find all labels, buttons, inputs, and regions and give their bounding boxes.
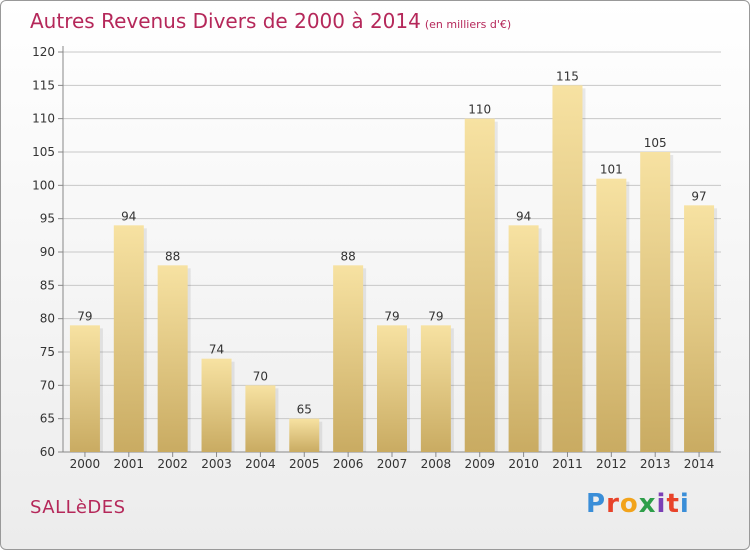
- y-tick-label: 100: [32, 178, 55, 192]
- x-tick-label: 2007: [377, 457, 408, 471]
- y-tick-label: 85: [40, 278, 55, 292]
- chart-subtitle: (en milliers d'€): [424, 18, 512, 31]
- bar-2000: [69, 325, 100, 452]
- place-name: SALLèDES: [30, 497, 126, 518]
- x-tick-label: 2006: [333, 457, 364, 471]
- y-tick-label: 120: [32, 45, 55, 59]
- bar-2009: [464, 118, 495, 453]
- bar-2002: [157, 265, 188, 452]
- bar-2003: [201, 358, 232, 452]
- y-tick-label: 90: [40, 245, 55, 259]
- x-tick-label: 2011: [552, 457, 583, 471]
- x-tick-label: 2005: [289, 457, 320, 471]
- bar-2010: [508, 225, 539, 452]
- x-tick-label: 2008: [421, 457, 452, 471]
- bar-2007: [377, 325, 407, 452]
- bar-2008: [420, 325, 451, 452]
- x-tick-label: 2014: [684, 457, 715, 471]
- data-label: 101: [600, 163, 623, 177]
- data-label: 88: [165, 249, 180, 263]
- x-tick-label: 2001: [114, 457, 145, 471]
- chart-title: Autres Revenus Divers de 2000 à 2014 (en …: [30, 9, 511, 33]
- x-tick-label: 2002: [157, 457, 188, 471]
- x-tick-label: 2012: [596, 457, 627, 471]
- brand-letter: x: [638, 489, 657, 519]
- y-tick-label: 95: [40, 212, 55, 226]
- bar-2001: [113, 225, 144, 452]
- brand-letter: r: [606, 489, 620, 519]
- y-tick-label: 65: [40, 412, 55, 426]
- data-label: 65: [297, 403, 312, 417]
- data-label: 79: [428, 309, 443, 323]
- data-label: 79: [384, 309, 399, 323]
- bar-2006: [333, 265, 364, 452]
- y-tick-label: 115: [32, 78, 55, 92]
- bar-2005: [289, 418, 320, 452]
- axes: 60 65 70 75 80 85 90 95 100 105 110 115 120 2000 2001 2…: [32, 45, 721, 471]
- brand-letter: i: [679, 489, 690, 519]
- x-tick-label: 2009: [464, 457, 495, 471]
- y-tick-label: 70: [40, 378, 55, 392]
- brand-letter: P: [586, 489, 607, 519]
- data-labels: 79 94 88 74 70 65 88 79 79 110 94 115 101 105 97: [77, 69, 706, 416]
- x-tick-label: 2013: [640, 457, 671, 471]
- x-tick-label: 2010: [508, 457, 539, 471]
- chart-title-text: Autres Revenus Divers de 2000 à 2014: [30, 9, 421, 33]
- bars: [69, 85, 718, 453]
- brand-logo: Proxiti: [586, 489, 690, 519]
- data-label: 79: [77, 309, 92, 323]
- bar-2011: [552, 85, 583, 452]
- data-label: 88: [340, 249, 355, 263]
- x-tick-label: 2004: [245, 457, 276, 471]
- brand-letter: t: [666, 489, 680, 519]
- data-label: 115: [556, 69, 579, 83]
- x-tick-label: 2000: [70, 457, 101, 471]
- brand-letter: i: [656, 489, 667, 519]
- data-label: 74: [209, 343, 224, 357]
- data-label: 94: [121, 209, 136, 223]
- brand-letter: o: [619, 489, 639, 519]
- y-tick-label: 75: [40, 345, 55, 359]
- data-label: 97: [691, 189, 706, 203]
- bar-2004: [245, 385, 276, 452]
- y-tick-label: 110: [32, 112, 55, 126]
- y-tick-label: 105: [32, 145, 55, 159]
- x-tick-label: 2003: [201, 457, 232, 471]
- data-label: 110: [468, 103, 491, 117]
- bar-2012: [596, 178, 627, 452]
- data-label: 105: [644, 136, 667, 150]
- data-label: 70: [253, 369, 268, 383]
- data-label: 94: [516, 209, 531, 223]
- bar-2013: [640, 152, 671, 452]
- y-tick-label: 80: [40, 312, 55, 326]
- bar-2014: [684, 205, 715, 452]
- y-tick-label: 60: [40, 445, 55, 459]
